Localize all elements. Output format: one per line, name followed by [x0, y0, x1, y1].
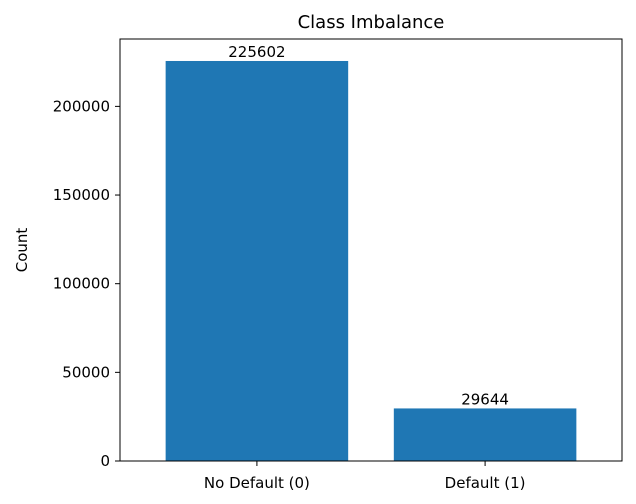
plot-frame: [119, 38, 623, 462]
chart-title: Class Imbalance: [298, 12, 445, 33]
y-tick-label: 100000: [53, 275, 110, 293]
bar-data-label: 29644: [461, 390, 509, 408]
y-axis-label: Count: [13, 228, 31, 273]
y-ticks-group: 0 50000 100000 150000 200000: [53, 97, 120, 470]
x-tick-label: Default (1): [445, 474, 526, 492]
y-tick-label: 50000: [62, 363, 110, 381]
bar-data-label: 225602: [228, 43, 285, 61]
y-tick-label: 150000: [53, 186, 110, 204]
bar-1: [393, 408, 577, 461]
data-labels-group: 225602 29644: [228, 43, 509, 408]
bar-0: [165, 60, 349, 462]
y-tick-label: 0: [100, 452, 110, 470]
y-tick-label: 200000: [53, 97, 110, 115]
bars-group: [165, 60, 577, 462]
x-tick-label: No Default (0): [204, 474, 310, 492]
x-ticks-group: No Default (0) Default (1): [204, 461, 526, 492]
